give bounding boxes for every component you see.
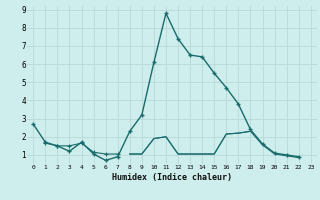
X-axis label: Humidex (Indice chaleur): Humidex (Indice chaleur) bbox=[112, 173, 232, 182]
